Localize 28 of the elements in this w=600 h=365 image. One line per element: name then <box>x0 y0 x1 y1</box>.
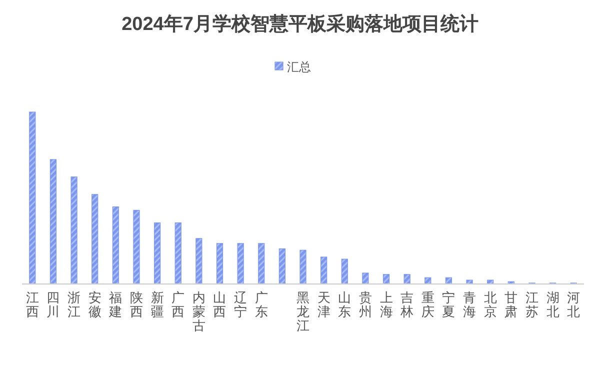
x-tick-label: 上海 <box>380 290 393 319</box>
x-tick-label: 重庆 <box>421 290 434 319</box>
x-tick-label: 辽宁 <box>234 290 248 319</box>
x-tick-label: 黑龙江 <box>296 290 310 333</box>
x-tick-label: 宁夏 <box>442 290 456 319</box>
x-tick-label: 江西 <box>26 290 39 319</box>
x-tick-label: 广东 <box>254 290 268 319</box>
x-tick-label: 湖北 <box>546 290 560 319</box>
x-tick-label: 江苏 <box>525 290 538 319</box>
x-tick-label: 新疆 <box>150 290 164 319</box>
x-tick-label: 山东 <box>338 290 352 319</box>
x-tick-label: 山西 <box>213 290 226 319</box>
x-tick-label: 广西 <box>172 290 185 319</box>
x-tick-label: 陕西 <box>130 290 143 319</box>
chart-title: 2024年7月学校智慧平板采购落地项目统计 <box>122 13 478 35</box>
legend-label: 汇总 <box>287 60 311 74</box>
x-tick-label: 天津 <box>317 290 330 319</box>
x-tick-label: 内蒙古 <box>192 290 206 333</box>
x-tick-label: 吉林 <box>400 290 414 319</box>
x-tick-label: 浙江 <box>68 290 81 319</box>
x-tick-label: 四川 <box>46 290 60 319</box>
x-tick-label: 贵州 <box>358 290 372 319</box>
x-tick-label: 北京 <box>484 290 497 319</box>
x-tick-label: 安徽 <box>88 290 102 319</box>
x-tick-label: 青海 <box>463 290 476 319</box>
x-tick-label: 河北 <box>567 290 580 319</box>
x-tick-label: 福建 <box>108 290 122 319</box>
x-tick-label: 甘肃 <box>504 290 518 319</box>
